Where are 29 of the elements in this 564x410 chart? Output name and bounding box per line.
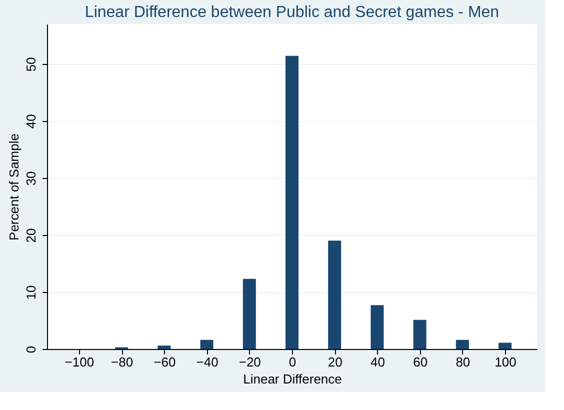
y-axis-title: Percent of Sample <box>6 134 22 240</box>
x-tick-label: 20 <box>328 354 342 370</box>
y-tick-label: 10 <box>24 285 38 300</box>
bar <box>158 346 171 349</box>
x-tick-label: 80 <box>456 354 470 370</box>
bar <box>328 240 342 349</box>
x-tick-label: −60 <box>154 354 176 370</box>
x-tick-label: −100 <box>64 354 94 370</box>
y-tick-label: 0 <box>24 346 38 354</box>
bar <box>200 340 214 349</box>
bar <box>456 340 469 349</box>
x-axis-title: Linear Difference <box>243 372 342 386</box>
x-tick-label: 100 <box>494 354 516 370</box>
y-tick-label: 40 <box>24 114 38 129</box>
chart-title: Linear Difference between Public and Secret games - Men <box>84 4 500 21</box>
y-tick-label: 30 <box>24 171 38 186</box>
bar <box>498 342 512 349</box>
bar <box>242 278 256 349</box>
y-tick-label: 50 <box>24 57 38 72</box>
x-tick-label: −40 <box>196 354 218 370</box>
x-tick-label: −80 <box>111 354 134 370</box>
x-tick-label: −20 <box>238 354 261 370</box>
x-tick-label: 0 <box>288 354 296 370</box>
bar <box>370 305 384 349</box>
bar <box>286 56 298 349</box>
bar <box>413 320 426 349</box>
y-tick-label: 20 <box>24 228 38 243</box>
x-tick-label: 60 <box>413 354 428 370</box>
x-tick-label: 40 <box>370 354 385 370</box>
